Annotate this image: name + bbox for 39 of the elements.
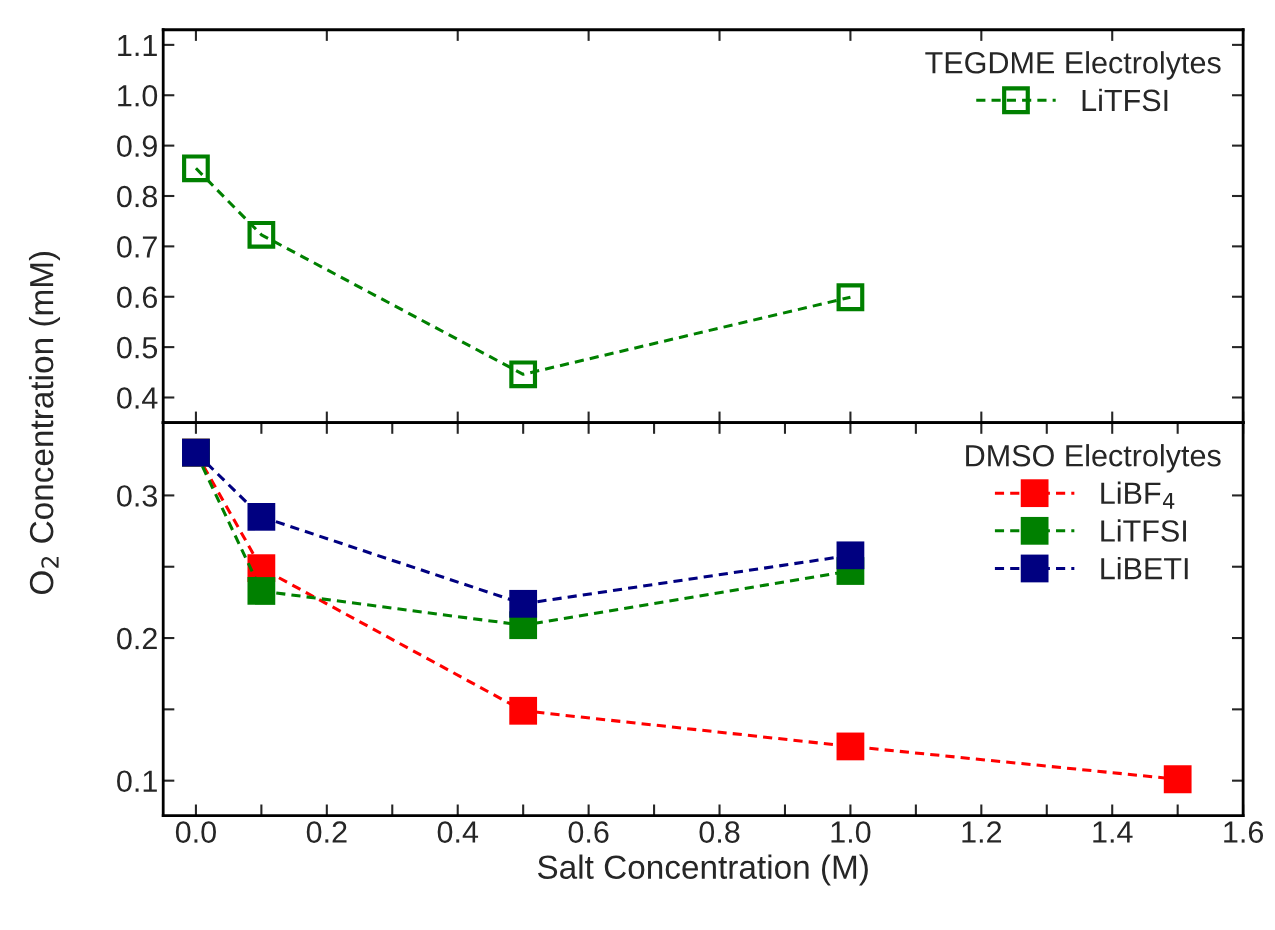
y-tick-label: 0.7 (117, 236, 157, 258)
x-tick-label: 1.6 (1224, 821, 1264, 843)
legend-label: LiTFSI (1082, 88, 1168, 112)
point (247, 577, 276, 605)
point (509, 696, 538, 725)
point (247, 502, 276, 531)
x-tick-label: 0.6 (568, 821, 609, 843)
legend-label: LiBF$_{4}$ (1101, 481, 1175, 509)
x-tick-label: 0.2 (306, 821, 347, 843)
x-tick-label: 0.4 (437, 821, 479, 843)
point (182, 154, 210, 183)
point (509, 589, 538, 618)
point (247, 220, 276, 249)
point (836, 541, 865, 570)
y-tick-label: 0.8 (117, 185, 158, 208)
point (836, 732, 865, 761)
legend-label: LiBETI (1101, 557, 1188, 580)
y-tick-label: 0.3 (117, 485, 157, 507)
x-tick-label: 0.0 (175, 821, 216, 843)
legend-title: TEGDME Electrolytes (925, 51, 1221, 80)
point (836, 283, 865, 312)
x-axis-title: Salt Concentration (M) (537, 854, 868, 886)
y-tick-label: 0.9 (117, 135, 157, 157)
legend-label: LiTFSI (1101, 519, 1186, 542)
y-tick-label: 0.5 (117, 336, 158, 359)
y-tick-label: 0.2 (117, 627, 157, 650)
y-tick-label: 1.1 (118, 34, 157, 56)
y-tick-label: 0.4 (117, 387, 158, 409)
x-tick-label: 0.8 (699, 821, 740, 843)
y-tick-label: 0.1 (117, 770, 157, 793)
y-tick-label: 0.6 (117, 286, 157, 309)
x-tick-label: 1.0 (831, 821, 871, 843)
y-tick-label: 1.0 (118, 84, 158, 107)
x-tick-label: 1.2 (962, 821, 1002, 843)
point (509, 360, 538, 389)
x-tick-label: 1.4 (1093, 821, 1133, 843)
y-axis-title: O$_{2}$ Concentration (mM) (28, 251, 61, 595)
point (1163, 765, 1192, 794)
legend-title: DMSO Electrolytes (966, 444, 1221, 473)
